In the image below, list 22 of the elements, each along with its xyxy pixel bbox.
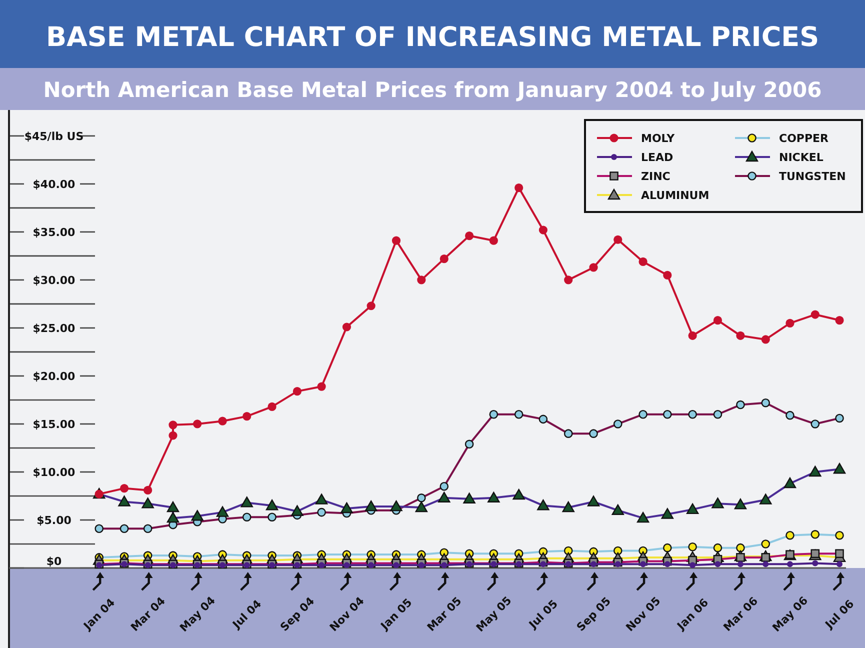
legend-label: NICKEL [779, 151, 824, 164]
y-tick-label: $30.00 [32, 274, 76, 287]
y-tick-label: $25.00 [32, 322, 76, 335]
chart-title: BASE METAL CHART OF INCREASING METAL PRICES [46, 22, 820, 53]
x-tick-label: Jul 04 [229, 597, 264, 632]
x-tick-label: Jul 06 [822, 597, 857, 632]
y-tick-label: $0 [46, 555, 62, 568]
legend-label: LEAD [641, 151, 674, 164]
y-tick-label: $5.00 [36, 514, 72, 527]
legend-label: ALUMINUM [641, 189, 710, 202]
y-tick-label: $20.00 [32, 370, 76, 383]
y-tick-label: $35.00 [32, 226, 76, 239]
legend-label: MOLY [641, 132, 676, 145]
y-tick-label: $10.00 [32, 466, 76, 479]
legend-label: TUNGSTEN [779, 170, 846, 183]
y-tick-label: $45/lb US [24, 130, 84, 143]
x-tick-label: Jul 05 [526, 597, 560, 632]
y-tick-label: $15.00 [32, 418, 76, 431]
legend-label: COPPER [779, 132, 830, 145]
legend-label: ZINC [641, 170, 670, 183]
y-tick-label: $40.00 [32, 178, 76, 191]
chart-subtitle: North American Base Metal Prices from January 2004 to July 2006 [43, 78, 822, 102]
